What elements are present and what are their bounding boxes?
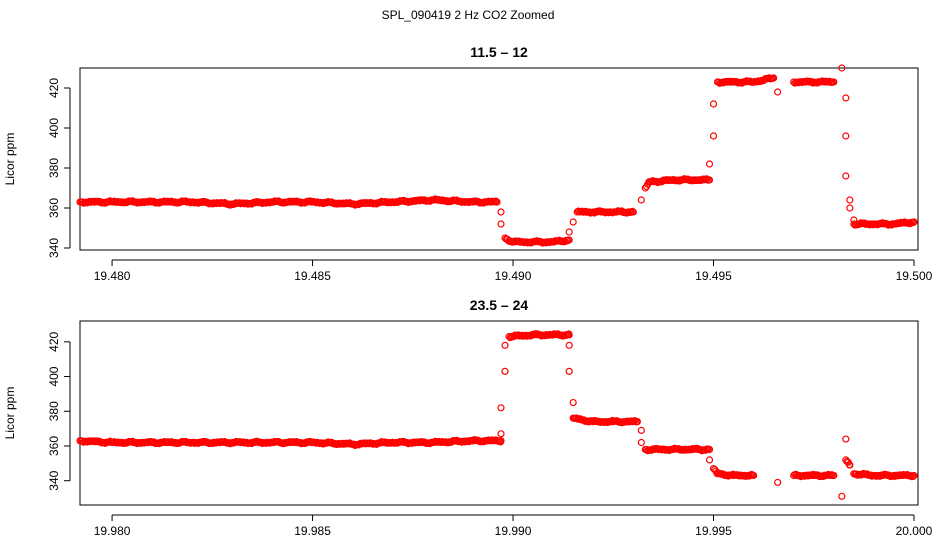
- data-point: [709, 132, 718, 140]
- data-point: [909, 472, 917, 481]
- data-point: [565, 331, 573, 339]
- x-tick-label: 19.990: [495, 524, 532, 538]
- data-point: [846, 196, 854, 204]
- y-tick-label: 360: [47, 198, 61, 218]
- data-point: [910, 218, 918, 226]
- x-tick-label: 19.490: [495, 269, 532, 283]
- data-point: [838, 492, 846, 500]
- x-tick-label: 19.995: [695, 524, 732, 538]
- y-tick-label: 340: [47, 238, 61, 258]
- data-points: [76, 330, 918, 500]
- data-point: [637, 438, 645, 447]
- data-point: [501, 367, 509, 375]
- data-point: [838, 64, 846, 72]
- data-point: [842, 94, 850, 102]
- data-point: [750, 471, 758, 480]
- data-point: [565, 228, 573, 236]
- data-point: [493, 198, 501, 206]
- data-points: [76, 64, 918, 247]
- chart-panel-bottom: 23.5 – 24 19.980 19.985 19.990 19.995 20.000 3…: [3, 297, 933, 538]
- panel-title: 23.5 – 24: [470, 297, 529, 313]
- data-point: [705, 176, 714, 184]
- data-point: [705, 445, 714, 454]
- data-point: [746, 471, 754, 479]
- y-axis-label: Licor ppm: [3, 387, 17, 440]
- y-tick-label: 400: [47, 366, 61, 386]
- plot-frame: [79, 67, 919, 251]
- data-point: [629, 208, 637, 216]
- x-tick-label: 19.495: [695, 269, 732, 283]
- data-point: [497, 220, 505, 228]
- data-point: [492, 197, 500, 205]
- x-tick-label: 19.480: [94, 269, 131, 283]
- data-point: [842, 172, 850, 180]
- y-tick-label: 340: [47, 470, 61, 490]
- data-point: [842, 132, 850, 140]
- figure-title: SPL_090419 2 Hz CO2 Zoomed: [381, 8, 555, 22]
- x-tick-label: 20.000: [896, 524, 933, 538]
- data-point: [774, 478, 782, 487]
- data-point: [910, 471, 918, 480]
- data-point: [846, 204, 854, 212]
- data-point: [569, 218, 577, 226]
- data-point: [709, 100, 718, 108]
- data-point: [565, 341, 573, 349]
- data-point: [637, 426, 645, 434]
- y-tick-label: 420: [47, 78, 61, 98]
- data-point: [565, 367, 573, 375]
- data-point: [565, 236, 573, 244]
- x-tick-label: 19.980: [94, 524, 131, 538]
- data-point: [705, 456, 714, 464]
- data-point: [830, 78, 838, 86]
- chart-panel-top: 11.5 – 12 19.480 19.485 19.490 19.495 19.500 3…: [3, 44, 933, 283]
- data-point: [774, 88, 782, 96]
- data-point: [497, 208, 505, 216]
- x-tick-label: 19.485: [294, 269, 331, 283]
- panel-title: 11.5 – 12: [470, 44, 528, 60]
- y-tick-label: 400: [47, 118, 61, 138]
- data-point: [637, 196, 645, 204]
- x-tick-label: 19.985: [294, 524, 331, 538]
- data-point: [497, 437, 505, 445]
- data-point: [705, 160, 714, 168]
- y-tick-label: 380: [47, 158, 61, 178]
- y-axis-label: Licor ppm: [3, 133, 17, 186]
- y-tick-label: 380: [47, 401, 61, 421]
- plot-frame: [79, 320, 919, 506]
- data-point: [830, 471, 838, 480]
- data-point: [497, 430, 505, 438]
- data-point: [497, 404, 505, 412]
- x-tick-label: 19.500: [896, 269, 933, 283]
- data-point: [501, 341, 509, 349]
- data-point: [569, 398, 577, 407]
- data-point: [770, 74, 778, 82]
- data-point: [842, 435, 850, 443]
- data-point: [633, 418, 641, 426]
- data-point: [846, 461, 854, 469]
- y-tick-label: 360: [47, 436, 61, 456]
- y-tick-label: 420: [47, 331, 61, 351]
